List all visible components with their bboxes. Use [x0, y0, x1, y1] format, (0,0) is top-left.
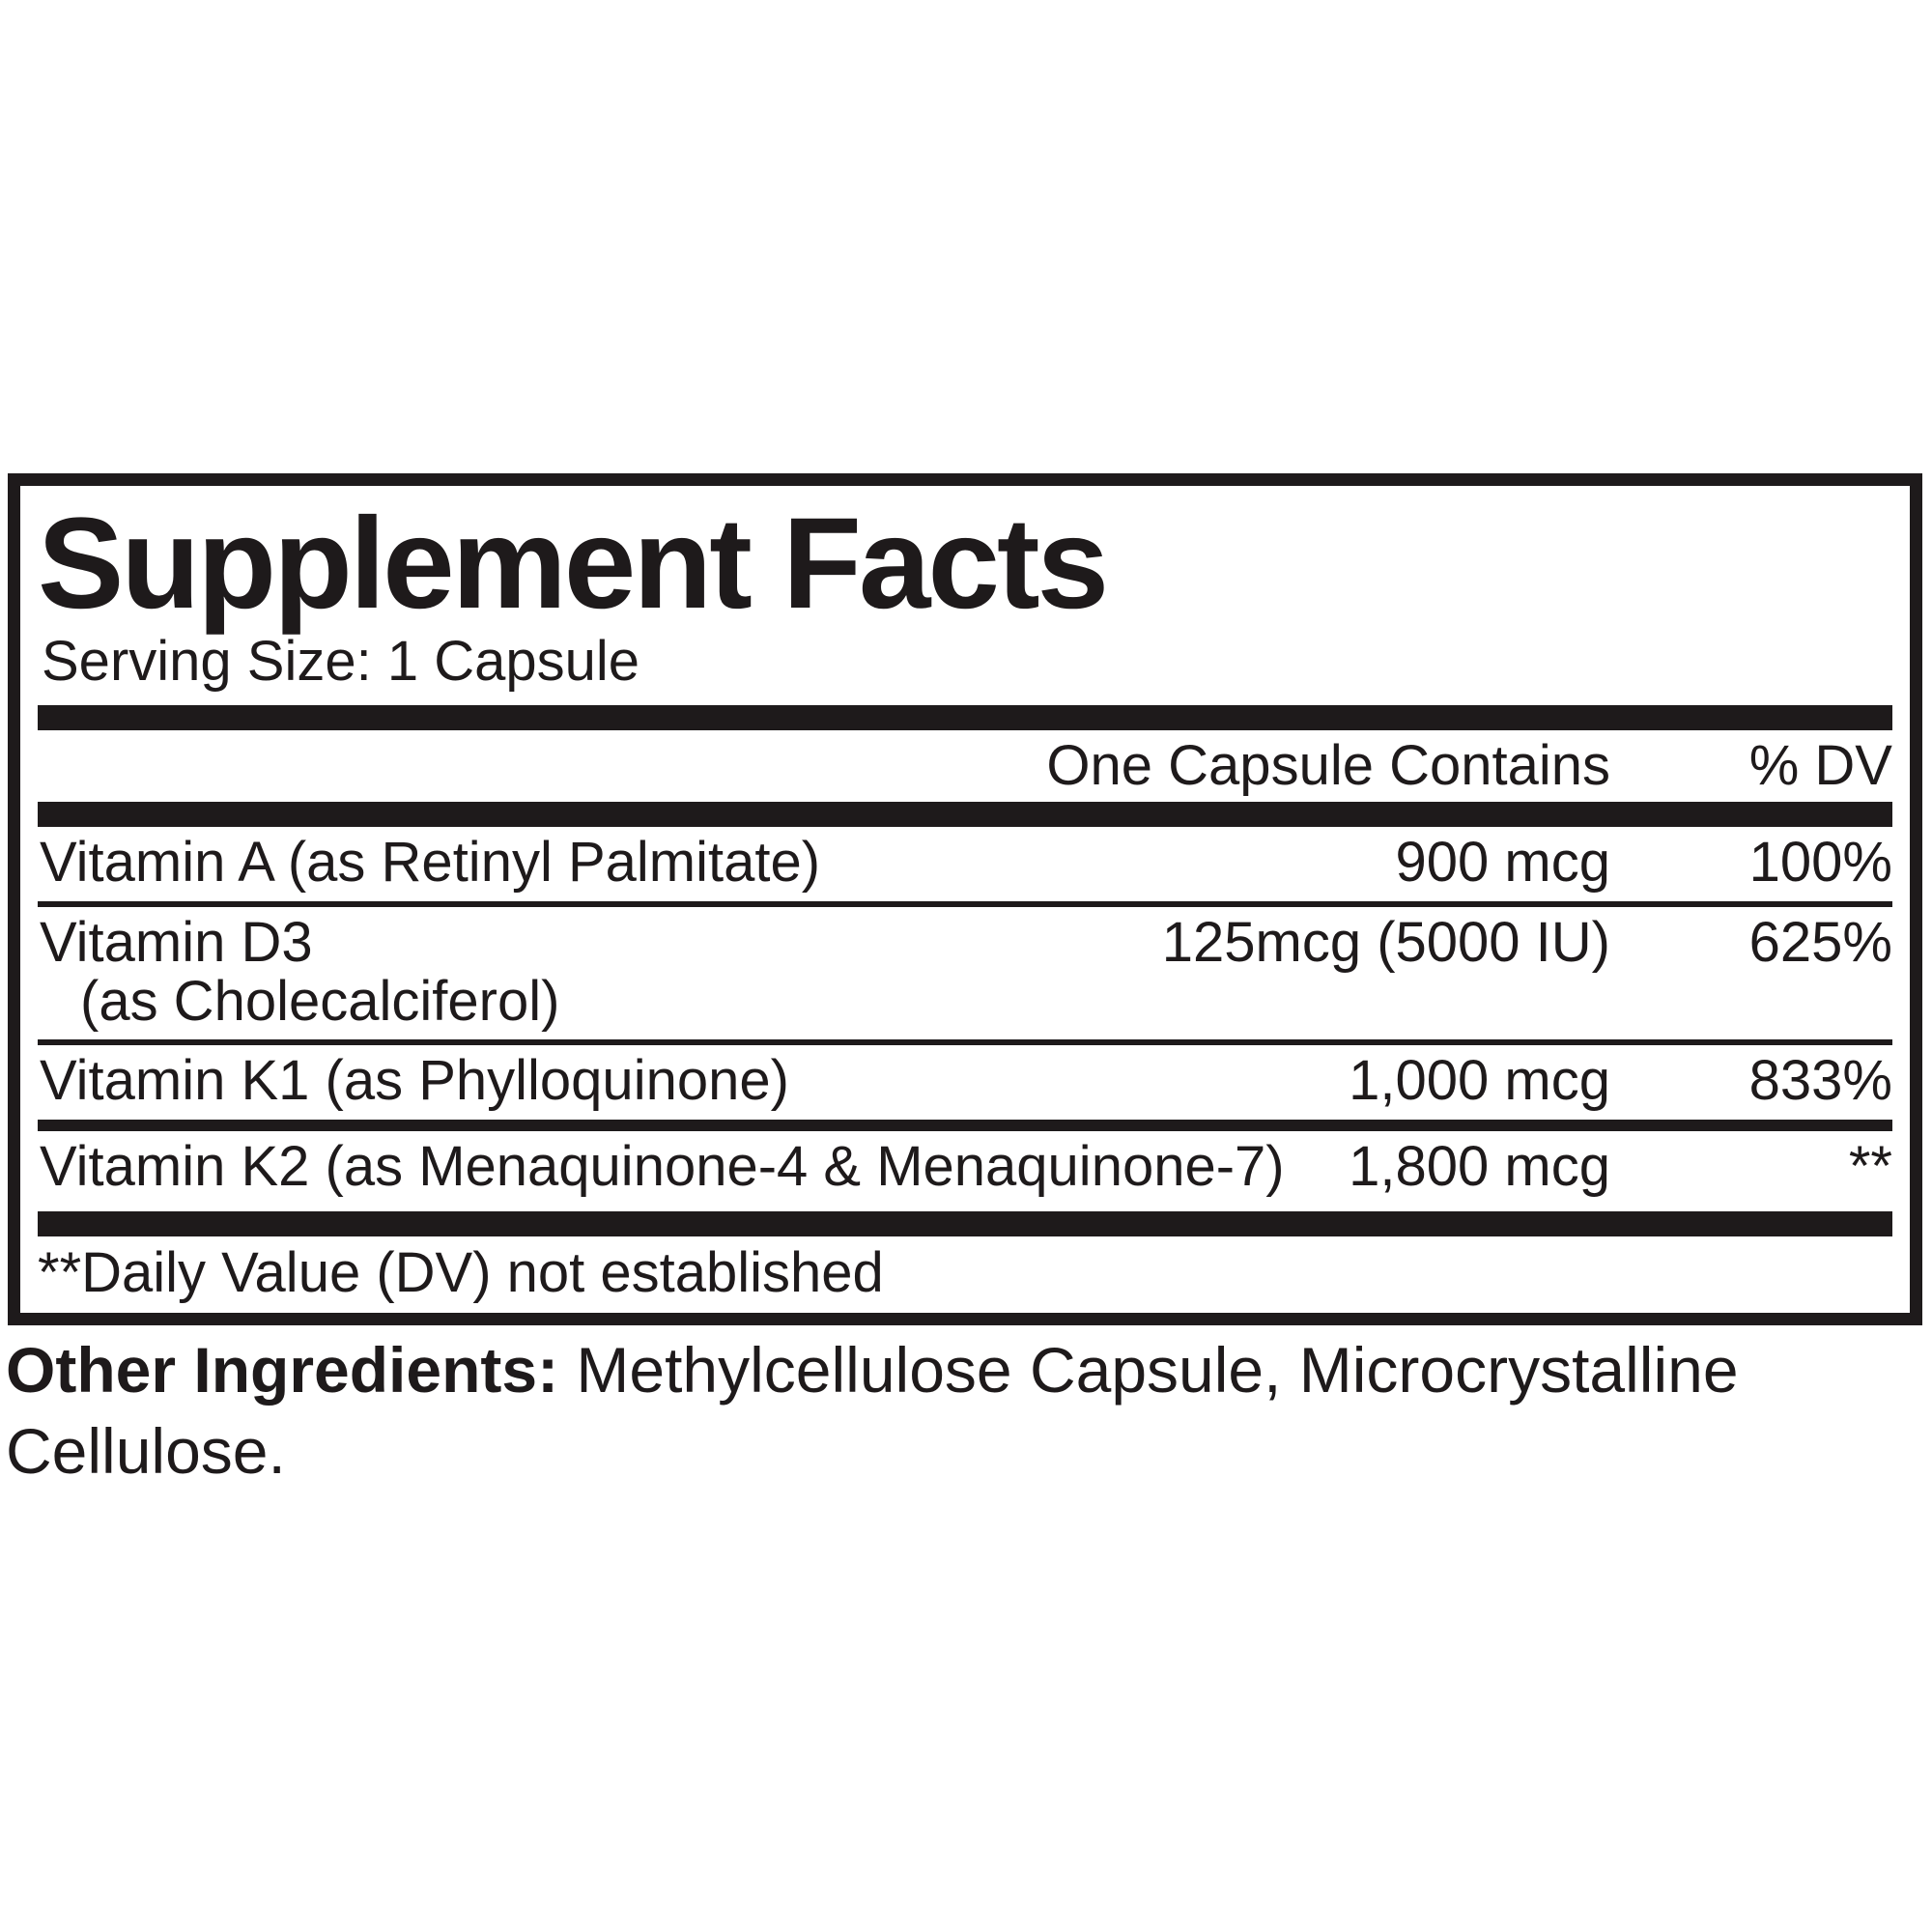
table-row-vitamin-k2: Vitamin K2 (as Menaquinone-4 & Menaquino…	[38, 1120, 1892, 1206]
nutrient-name-line2: (as Cholecalciferol)	[80, 969, 560, 1033]
divider-bar-bottom	[38, 1211, 1892, 1237]
table-header-row: One Capsule Contains % DV	[38, 730, 1892, 802]
nutrient-dv: **	[1848, 1135, 1892, 1199]
table-row-vitamin-d3: Vitamin D3 (as Cholecalciferol) 125mcg (…	[38, 900, 1892, 1040]
other-ingredients-label: Other Ingredients:	[6, 1334, 559, 1406]
nutrient-name-line1: Vitamin D3	[40, 910, 313, 974]
table-row-vitamin-k1: Vitamin K1 (as Phylloquinone) 1,000 mcg …	[38, 1039, 1892, 1120]
serving-size: Serving Size: 1 Capsule	[42, 630, 639, 693]
nutrient-dv: 625%	[1748, 910, 1892, 974]
table-row-vitamin-a: Vitamin A (as Retinyl Palmitate) 900 mcg…	[38, 827, 1892, 901]
nutrient-amount: 900 mcg	[1395, 830, 1610, 894]
column-header-contains: One Capsule Contains	[1046, 733, 1610, 797]
divider-bar-top	[38, 704, 1892, 730]
other-ingredients: Other Ingredients: Methylcellulose Capsu…	[6, 1329, 1928, 1492]
nutrient-dv: 833%	[1748, 1049, 1892, 1113]
nutrient-amount: 125mcg (5000 IU)	[1161, 910, 1610, 974]
divider-bar-header	[38, 801, 1892, 827]
nutrient-amount: 1,800 mcg	[1349, 1135, 1610, 1199]
nutrient-name: Vitamin K1 (as Phylloquinone)	[40, 1049, 789, 1113]
nutrient-dv: 100%	[1748, 830, 1892, 894]
column-header-dv: % DV	[1748, 733, 1892, 797]
dv-footnote: **Daily Value (DV) not established	[38, 1241, 884, 1305]
nutrient-name: Vitamin D3 (as Cholecalciferol)	[38, 910, 1162, 1033]
nutrient-name: Vitamin A (as Retinyl Palmitate)	[40, 830, 821, 894]
panel-title: Supplement Facts	[38, 492, 1109, 636]
nutrient-name: Vitamin K2 (as Menaquinone-4 & Menaquino…	[40, 1135, 1285, 1199]
supplement-facts-panel: Supplement Facts Serving Size: 1 Capsule…	[8, 473, 1922, 1326]
nutrient-amount: 1,000 mcg	[1349, 1049, 1610, 1113]
other-ingredients-text: Methylcellulose Capsule, Microcrystallin…	[6, 1334, 1739, 1488]
